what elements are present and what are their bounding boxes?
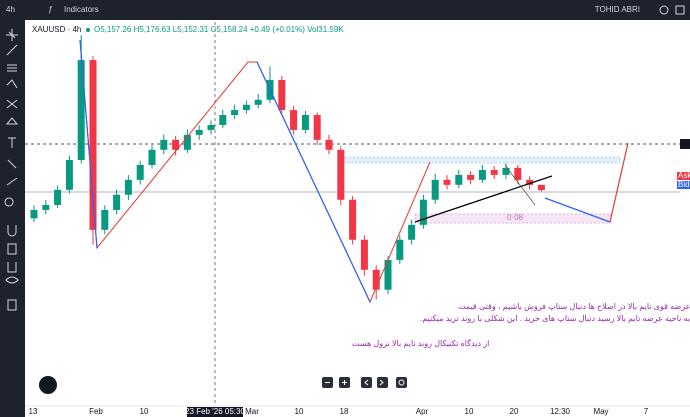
candle-body <box>77 60 85 160</box>
candle-body <box>502 167 510 175</box>
candle-body <box>514 167 522 180</box>
time-label: May <box>593 407 608 416</box>
time-label: 20 <box>510 407 519 416</box>
candle-body <box>89 60 97 230</box>
supply-zone[interactable] <box>344 156 621 164</box>
candle-body <box>467 174 475 180</box>
search-icon[interactable] <box>659 5 669 15</box>
ohlc: O5,157.26 H5,176.63 L5,152.31 C5,158.24 … <box>94 25 344 34</box>
candle-body <box>325 139 333 150</box>
time-label: 10 <box>465 407 474 416</box>
candle-body <box>526 179 534 185</box>
candle-body <box>219 115 227 125</box>
candle-body <box>124 179 132 195</box>
time-label: 7 <box>644 407 649 416</box>
candle-body <box>65 159 73 190</box>
candle-body <box>443 179 451 185</box>
market-status <box>86 28 90 32</box>
candle-body <box>431 179 439 200</box>
candle-body <box>242 104 250 111</box>
indicators-button[interactable]: Indicators <box>64 5 99 14</box>
interval-button[interactable]: 4h <box>6 5 15 14</box>
candle-body <box>537 184 545 191</box>
left-toolbar <box>0 20 25 417</box>
logo[interactable] <box>39 376 57 394</box>
candle-body <box>231 110 239 115</box>
candle-body <box>195 129 203 135</box>
time-label: 13 <box>29 407 38 416</box>
red-projection[interactable] <box>609 142 629 223</box>
crosshair-time-tag <box>187 407 243 417</box>
candle-body <box>136 164 144 180</box>
note: از دیدگاه تکنیکال روند تایم بالا نزول هس… <box>352 338 489 348</box>
candle-body <box>160 139 168 150</box>
time-label: Apr <box>416 407 429 416</box>
trend-line[interactable] <box>504 164 536 206</box>
candle-body <box>408 224 416 240</box>
time-label: 18 <box>340 407 349 416</box>
candle-body <box>290 110 298 130</box>
fullscreen-icon[interactable] <box>675 5 685 15</box>
blue-projection[interactable] <box>544 197 611 223</box>
user-name[interactable]: TOHID ABRI <box>595 5 640 14</box>
time-label: 23 Feb '26 05:30 <box>185 407 245 416</box>
time-label: 10 <box>295 407 304 416</box>
note: به ناحیه عرضه تایم بالا رسید دنبال ستاپ … <box>420 314 690 323</box>
ask-label: Ask <box>678 171 690 180</box>
blue-down-leg[interactable] <box>79 39 98 249</box>
bid-tag <box>677 181 690 189</box>
candle-body <box>372 269 380 290</box>
zone-label: 0·08 <box>507 213 524 222</box>
fx-icon: ƒ <box>48 5 53 14</box>
candle-body <box>207 124 215 130</box>
top-bar <box>0 0 690 20</box>
candle-body <box>172 139 180 150</box>
time-label: 12:30 <box>550 407 571 416</box>
note: دیدگاه شخصی: تا ناحیه عرضه قوی تایم بالا… <box>458 301 690 311</box>
candle-body <box>101 209 109 230</box>
symbol: XAUUSD · 4h <box>32 25 81 34</box>
candle-body <box>490 169 498 175</box>
crosshair-tag <box>680 139 690 149</box>
candle-body <box>313 115 321 140</box>
candle-body <box>42 204 50 210</box>
candle-body <box>455 174 463 185</box>
bid-label: Bid <box>678 180 690 189</box>
candle-body <box>54 189 62 205</box>
candle-body <box>113 194 121 210</box>
candle-body <box>419 199 427 225</box>
time-label: Mar <box>245 407 259 416</box>
candle-body <box>301 115 309 130</box>
candle-body <box>349 199 357 240</box>
trend-line[interactable] <box>414 175 553 223</box>
time-label: 10 <box>140 407 149 416</box>
tool-icons[interactable] <box>4 29 19 311</box>
candle-body <box>278 79 286 111</box>
candle-body <box>384 259 392 290</box>
blue-down-leg[interactable] <box>256 61 371 303</box>
candle-body <box>254 99 262 105</box>
control-glyphs <box>325 379 405 386</box>
candle-body <box>148 149 156 165</box>
candle-body <box>396 239 404 260</box>
candle-body <box>30 209 38 219</box>
candle-body <box>360 239 368 270</box>
candle-body <box>478 169 486 180</box>
ask-tag <box>677 172 690 180</box>
time-label: Feb <box>89 407 103 416</box>
candle-body <box>337 149 345 200</box>
candle-body <box>183 134 191 150</box>
